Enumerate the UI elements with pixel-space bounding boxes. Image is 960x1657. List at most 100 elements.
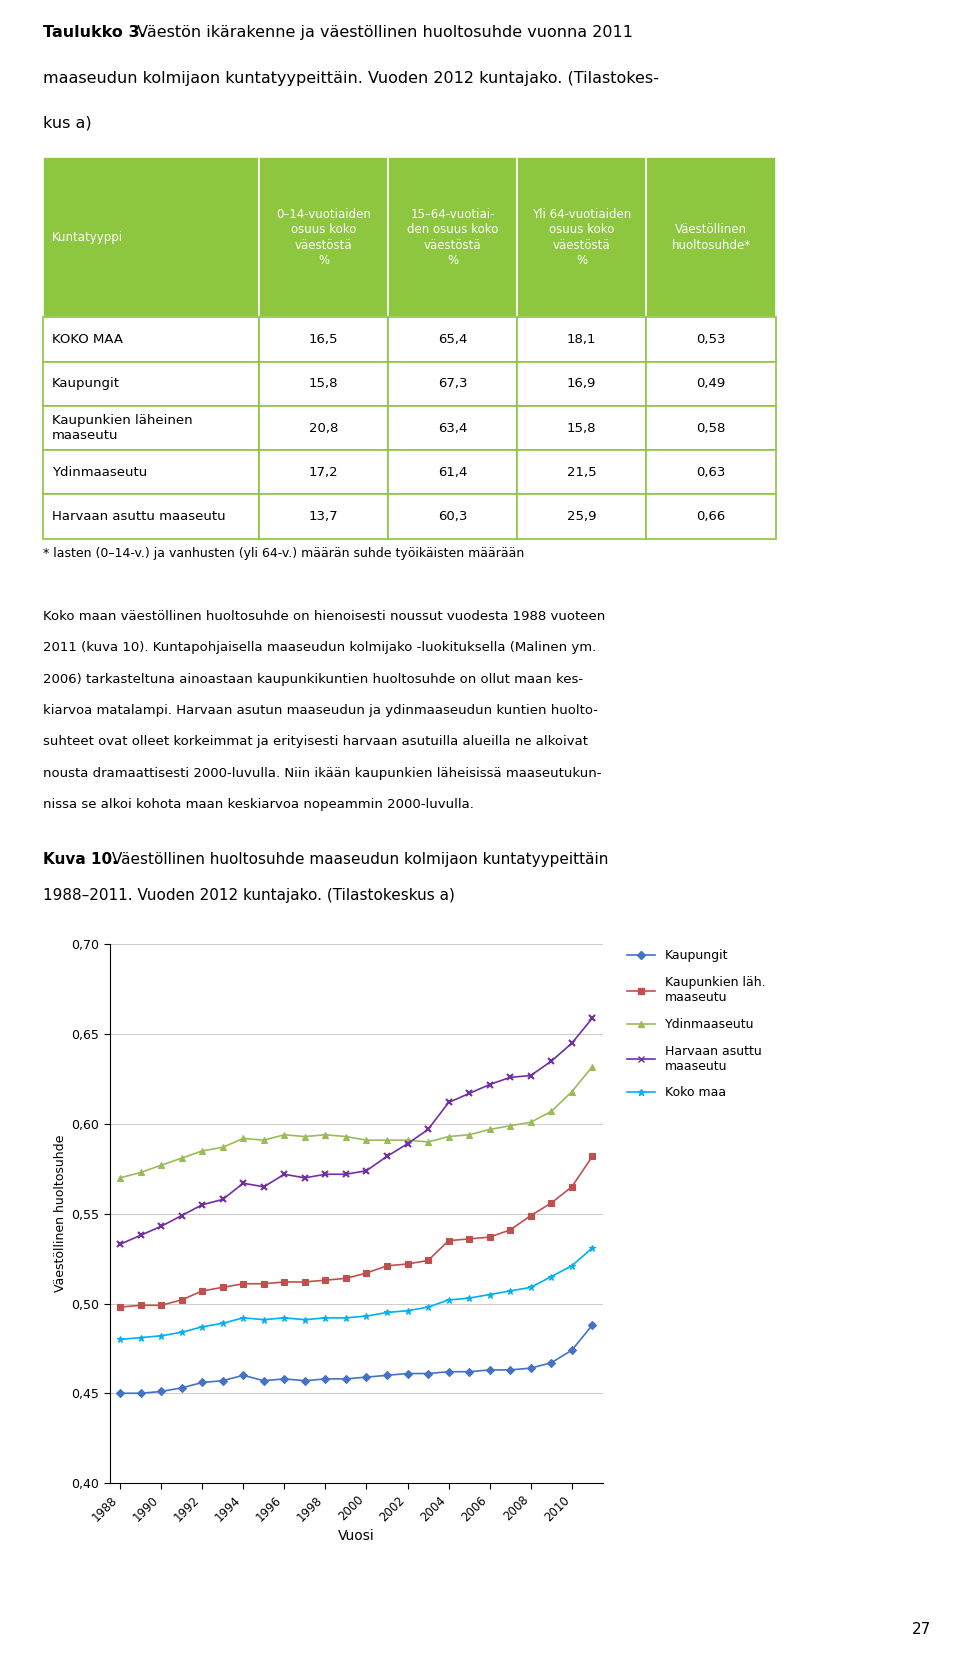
Ydinmaaseutu xyxy=(114,1168,126,1188)
Text: 1988–2011. Vuoden 2012 kuntajako. (Tilastokeskus a): 1988–2011. Vuoden 2012 kuntajako. (Tilas… xyxy=(43,888,455,903)
Ydinmaaseutu xyxy=(381,1130,393,1150)
Koko maa xyxy=(134,1327,146,1347)
Kaupungit xyxy=(237,1365,249,1385)
X-axis label: Vuosi: Vuosi xyxy=(338,1529,374,1543)
Text: Väestön ikärakenne ja väestöllinen huoltosuhde vuonna 2011: Väestön ikärakenne ja väestöllinen huolt… xyxy=(132,25,633,40)
Ydinmaaseutu xyxy=(278,1125,290,1145)
Koko maa xyxy=(156,1326,167,1345)
FancyBboxPatch shape xyxy=(259,451,388,494)
Text: 0,63: 0,63 xyxy=(696,466,726,479)
Kaupunkien läh.
maaseutu xyxy=(545,1193,557,1213)
Koko maa xyxy=(300,1309,311,1329)
Ydinmaaseutu xyxy=(300,1127,311,1147)
Text: 15–64-vuotiai-
den osuus koko
väestöstä
%: 15–64-vuotiai- den osuus koko väestöstä … xyxy=(407,207,498,267)
Text: kus a): kus a) xyxy=(43,116,92,131)
Kaupungit xyxy=(566,1341,578,1360)
Kaupungit xyxy=(381,1365,393,1385)
Kaupunkien läh.
maaseutu xyxy=(484,1228,495,1248)
FancyBboxPatch shape xyxy=(646,406,776,451)
FancyBboxPatch shape xyxy=(388,451,517,494)
Kaupunkien läh.
maaseutu xyxy=(114,1297,126,1317)
Kaupungit xyxy=(587,1316,598,1336)
Harvaan asuttu
maaseutu xyxy=(197,1195,208,1215)
FancyBboxPatch shape xyxy=(43,451,259,494)
Kaupunkien läh.
maaseutu xyxy=(381,1256,393,1276)
Text: 0–14-vuotiaiden
osuus koko
väestöstä
%: 0–14-vuotiaiden osuus koko väestöstä % xyxy=(276,207,372,267)
Ydinmaaseutu xyxy=(340,1127,351,1147)
Kaupungit xyxy=(176,1379,187,1399)
FancyBboxPatch shape xyxy=(388,318,517,361)
Text: Kuva 10.: Kuva 10. xyxy=(43,852,118,867)
FancyBboxPatch shape xyxy=(517,494,646,539)
Koko maa xyxy=(176,1322,187,1342)
Kaupunkien läh.
maaseutu xyxy=(197,1281,208,1301)
Text: Kaupungit: Kaupungit xyxy=(52,378,120,391)
FancyBboxPatch shape xyxy=(43,361,259,406)
FancyBboxPatch shape xyxy=(43,406,259,451)
FancyBboxPatch shape xyxy=(388,157,517,318)
Harvaan asuttu
maaseutu xyxy=(114,1234,126,1254)
Ydinmaaseutu xyxy=(197,1142,208,1162)
Kaupungit xyxy=(361,1367,372,1387)
Text: 61,4: 61,4 xyxy=(438,466,468,479)
Kaupungit xyxy=(114,1384,126,1403)
Ydinmaaseutu xyxy=(464,1125,475,1145)
Koko maa xyxy=(504,1281,516,1301)
Line: Kaupunkien läh.
maaseutu: Kaupunkien läh. maaseutu xyxy=(117,1153,595,1311)
Line: Ydinmaaseutu: Ydinmaaseutu xyxy=(116,1064,596,1181)
Text: Väestöllinen huoltosuhde maaseudun kolmijaon kuntatyypeittäin: Väestöllinen huoltosuhde maaseudun kolmi… xyxy=(108,852,609,867)
Kaupungit xyxy=(156,1382,167,1402)
Line: Harvaan asuttu
maaseutu: Harvaan asuttu maaseutu xyxy=(116,1014,596,1248)
Ydinmaaseutu xyxy=(443,1127,454,1147)
Kaupunkien läh.
maaseutu xyxy=(340,1269,351,1289)
Koko maa xyxy=(114,1329,126,1349)
FancyBboxPatch shape xyxy=(259,318,388,361)
Koko maa xyxy=(525,1278,537,1297)
FancyBboxPatch shape xyxy=(388,361,517,406)
Ydinmaaseutu xyxy=(545,1102,557,1122)
Kaupunkien läh.
maaseutu xyxy=(566,1176,578,1196)
Kaupunkien läh.
maaseutu xyxy=(587,1147,598,1167)
Legend: Kaupungit, Kaupunkien läh.
maaseutu, Ydinmaaseutu, Harvaan asuttu
maaseutu, Koko: Kaupungit, Kaupunkien läh. maaseutu, Ydi… xyxy=(622,944,771,1105)
FancyBboxPatch shape xyxy=(517,157,646,318)
Text: Taulukko 3.: Taulukko 3. xyxy=(43,25,146,40)
Kaupungit xyxy=(300,1370,311,1390)
Koko maa xyxy=(320,1307,331,1327)
Kaupungit xyxy=(525,1359,537,1379)
Kaupunkien läh.
maaseutu xyxy=(320,1271,331,1291)
Text: 21,5: 21,5 xyxy=(566,466,596,479)
Harvaan asuttu
maaseutu xyxy=(464,1084,475,1104)
Harvaan asuttu
maaseutu xyxy=(504,1067,516,1087)
Koko maa xyxy=(422,1297,434,1317)
Text: Yli 64-vuotiaiden
osuus koko
väestöstä
%: Yli 64-vuotiaiden osuus koko väestöstä % xyxy=(532,207,632,267)
Text: 16,5: 16,5 xyxy=(309,333,339,346)
Harvaan asuttu
maaseutu xyxy=(443,1092,454,1112)
Kaupungit xyxy=(422,1364,434,1384)
FancyBboxPatch shape xyxy=(517,406,646,451)
Text: Kuntatyyppi: Kuntatyyppi xyxy=(52,230,123,244)
Kaupungit xyxy=(484,1360,495,1380)
Harvaan asuttu
maaseutu xyxy=(217,1190,228,1210)
Text: 27: 27 xyxy=(912,1622,931,1637)
Text: * lasten (0–14-v.) ja vanhusten (yli 64-v.) määrän suhde työikäisten määrään: * lasten (0–14-v.) ja vanhusten (yli 64-… xyxy=(43,547,524,560)
FancyBboxPatch shape xyxy=(259,157,388,318)
Ydinmaaseutu xyxy=(402,1130,414,1150)
FancyBboxPatch shape xyxy=(646,361,776,406)
Kaupunkien läh.
maaseutu xyxy=(156,1296,167,1316)
Kaupungit xyxy=(217,1370,228,1390)
Kaupunkien läh.
maaseutu xyxy=(443,1231,454,1251)
Kaupunkien läh.
maaseutu xyxy=(525,1206,537,1226)
Koko maa xyxy=(381,1302,393,1322)
Ydinmaaseutu xyxy=(134,1163,146,1183)
Koko maa xyxy=(217,1314,228,1334)
Text: 16,9: 16,9 xyxy=(567,378,596,391)
Kaupungit xyxy=(134,1384,146,1403)
Text: nousta dramaattisesti 2000-luvulla. Niin ikään kaupunkien läheisissä maaseutukun: nousta dramaattisesti 2000-luvulla. Niin… xyxy=(43,767,602,780)
Ydinmaaseutu xyxy=(525,1112,537,1132)
Text: Koko maan väestöllinen huoltosuhde on hienoisesti noussut vuodesta 1988 vuoteen: Koko maan väestöllinen huoltosuhde on hi… xyxy=(43,610,606,623)
Text: 2006) tarkasteltuna ainoastaan kaupunkikuntien huoltosuhde on ollut maan kes-: 2006) tarkasteltuna ainoastaan kaupunkik… xyxy=(43,673,584,686)
Koko maa xyxy=(197,1317,208,1337)
Ydinmaaseutu xyxy=(320,1125,331,1145)
Line: Koko maa: Koko maa xyxy=(116,1244,596,1342)
FancyBboxPatch shape xyxy=(388,494,517,539)
